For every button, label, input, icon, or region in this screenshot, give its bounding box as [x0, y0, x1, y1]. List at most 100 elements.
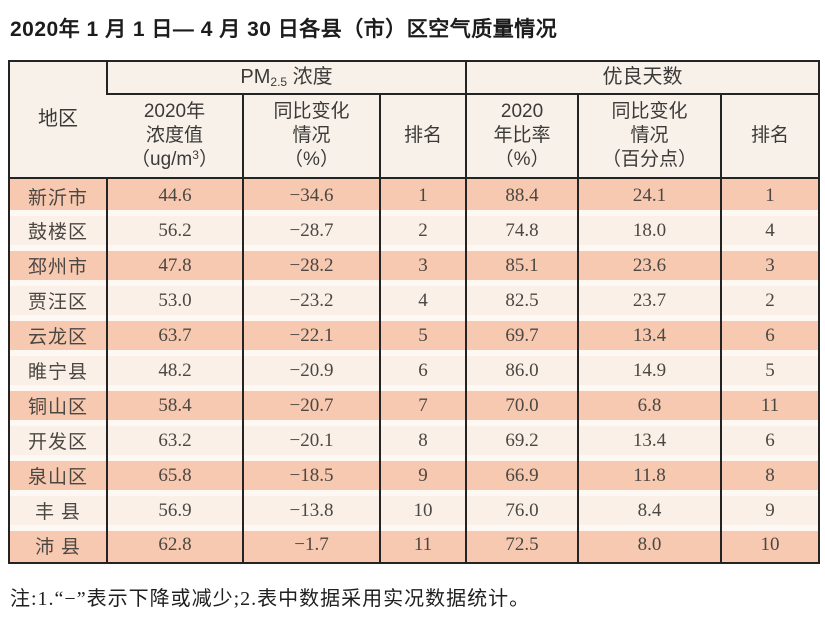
cell-good-rank: 11	[720, 388, 820, 423]
cell-pm-change: −28.2	[242, 248, 380, 283]
cell-pm-value: 44.6	[106, 178, 243, 213]
table-row: 新沂市 44.6 −34.6 1 88.4 24.1 1	[9, 178, 820, 213]
cell-good-ratio: 70.0	[465, 388, 579, 423]
cell-good-change: 14.9	[577, 353, 722, 388]
header-line: 浓度值	[145, 124, 203, 146]
cell-good-change: 8.4	[577, 493, 722, 528]
cell-pm-change: −1.7	[242, 528, 380, 563]
cell-good-ratio: 72.5	[465, 528, 579, 563]
unit-superscript: 3	[192, 148, 199, 163]
header-line: 同比变化	[611, 100, 688, 122]
header-pm-value: 2020年 浓度值 （ug/m3）	[107, 94, 243, 179]
header-line: （%）	[284, 149, 339, 171]
cell-pm-value: 58.4	[106, 388, 243, 423]
pm-group-suffix: 浓度	[287, 65, 333, 88]
cell-good-change: 13.4	[577, 318, 722, 353]
header-line: 年比率	[493, 124, 551, 146]
cell-pm-change: −13.8	[242, 493, 380, 528]
cell-pm-change: −20.1	[242, 423, 380, 458]
cell-good-rank: 2	[720, 283, 820, 318]
table-row: 贾汪区 53.0 −23.2 4 82.5 23.7 2	[9, 283, 820, 318]
cell-good-change: 6.8	[577, 388, 722, 423]
cell-region: 铜山区	[9, 388, 107, 423]
cell-good-rank: 6	[720, 318, 820, 353]
cell-pm-value: 48.2	[106, 353, 243, 388]
cell-pm-value: 63.2	[106, 423, 243, 458]
cell-pm-rank: 8	[378, 423, 467, 458]
header-line: 2020	[500, 100, 544, 122]
cell-region: 鼓楼区	[9, 213, 107, 248]
table-row: 云龙区 63.7 −22.1 5 69.7 13.4 6	[9, 318, 820, 353]
table-row: 铜山区 58.4 −20.7 7 70.0 6.8 11	[9, 388, 820, 423]
cell-region: 贾汪区	[9, 283, 107, 318]
air-quality-table: 地区 PM2.5 浓度 优良天数 2020年 浓度值 （ug/m3） 同比变化 …	[8, 60, 821, 564]
cell-pm-value: 47.8	[106, 248, 243, 283]
cell-pm-rank: 11	[378, 528, 467, 563]
cell-good-ratio: 85.1	[465, 248, 579, 283]
cell-good-rank: 3	[720, 248, 820, 283]
cell-good-change: 23.7	[577, 283, 722, 318]
header-line: 同比变化	[273, 100, 350, 122]
cell-pm-change: −20.7	[242, 388, 380, 423]
cell-pm-change: −23.2	[242, 283, 380, 318]
table-row: 鼓楼区 56.2 −28.7 2 74.8 18.0 4	[9, 213, 820, 248]
cell-pm-value: 56.9	[106, 493, 243, 528]
cell-good-change: 23.6	[577, 248, 722, 283]
cell-pm-change: −34.6	[242, 178, 380, 213]
cell-pm-rank: 6	[378, 353, 467, 388]
table-row: 睢宁县 48.2 −20.9 6 86.0 14.9 5	[9, 353, 820, 388]
cell-good-rank: 1	[720, 178, 820, 213]
cell-pm-change: −20.9	[242, 353, 380, 388]
cell-good-rank: 9	[720, 493, 820, 528]
header-line: 2020年	[143, 100, 206, 122]
cell-good-change: 18.0	[577, 213, 722, 248]
cell-pm-value: 65.8	[106, 458, 243, 493]
header-good-group: 优良天数	[465, 61, 820, 95]
cell-pm-rank: 10	[378, 493, 467, 528]
cell-pm-rank: 5	[378, 318, 467, 353]
cell-region: 新沂市	[9, 178, 107, 213]
cell-pm-value: 56.2	[106, 213, 243, 248]
pm-group-prefix: PM	[240, 65, 271, 88]
cell-pm-value: 62.8	[106, 528, 243, 563]
unit-suffix: ）	[198, 149, 218, 171]
unit-prefix: （ug/m	[131, 149, 193, 171]
cell-good-change: 13.4	[577, 423, 722, 458]
table-row: 沛 县 62.8 −1.7 11 72.5 8.0 10	[9, 528, 820, 563]
cell-good-rank: 8	[720, 458, 820, 493]
header-line: （%）	[494, 149, 550, 171]
table-row: 泉山区 65.8 −18.5 9 66.9 11.8 8	[9, 458, 820, 493]
cell-good-rank: 6	[720, 423, 820, 458]
header-line: （百分点）	[602, 149, 698, 171]
table-row: 开发区 63.2 −20.1 8 69.2 13.4 6	[9, 423, 820, 458]
cell-pm-change: −28.7	[242, 213, 380, 248]
cell-pm-rank: 3	[378, 248, 467, 283]
cell-pm-rank: 2	[378, 213, 467, 248]
cell-good-ratio: 88.4	[465, 178, 579, 213]
cell-region: 泉山区	[9, 458, 107, 493]
cell-good-ratio: 69.2	[465, 423, 579, 458]
cell-good-ratio: 66.9	[465, 458, 579, 493]
cell-region: 睢宁县	[9, 353, 107, 388]
cell-region: 云龙区	[9, 318, 107, 353]
header-line: 情况	[292, 124, 331, 146]
cell-good-rank: 5	[720, 353, 820, 388]
cell-good-rank: 10	[720, 528, 820, 563]
cell-pm-value: 53.0	[106, 283, 243, 318]
header-pm-group: PM2.5 浓度	[105, 61, 467, 95]
header-pm-rank: 排名	[378, 94, 467, 179]
cell-pm-rank: 9	[378, 458, 467, 493]
cell-good-rank: 4	[720, 213, 820, 248]
cell-pm-rank: 7	[378, 388, 467, 423]
cell-pm-change: −18.5	[242, 458, 380, 493]
cell-pm-value: 63.7	[106, 318, 243, 353]
header-good-rank: 排名	[720, 94, 820, 179]
cell-region: 丰 县	[9, 493, 107, 528]
cell-good-ratio: 74.8	[465, 213, 579, 248]
header-line: 情况	[630, 124, 669, 146]
cell-good-ratio: 82.5	[465, 283, 579, 318]
cell-good-change: 8.0	[577, 528, 722, 563]
header-region: 地区	[9, 61, 107, 179]
header-pm-change: 同比变化 情况 （%）	[242, 94, 380, 179]
